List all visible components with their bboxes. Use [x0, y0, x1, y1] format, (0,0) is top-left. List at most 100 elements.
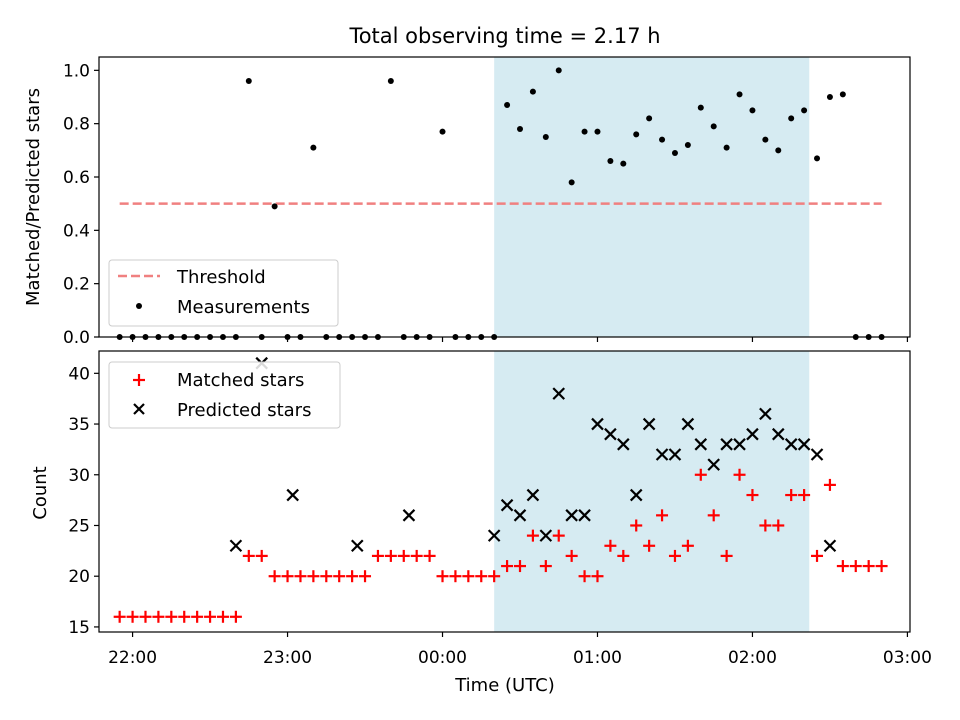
matched-stars-point [875, 560, 888, 573]
legend-matched-swatch [133, 374, 145, 386]
predicted-stars-point [565, 509, 578, 522]
legend-measurements-label: Measurements [177, 297, 310, 318]
y-tick-label: 0.4 [63, 221, 90, 241]
measurement-point [762, 136, 769, 143]
measurement-point [620, 160, 627, 167]
matched-stars-point [191, 610, 204, 623]
predicted-stars-point [759, 407, 772, 421]
measurement-point [529, 88, 536, 95]
matched-stars-point [798, 489, 811, 502]
matched-stars-point [139, 610, 152, 623]
matched-stars-point [449, 570, 462, 583]
predicted-stars-point [351, 539, 364, 553]
measurement-point [633, 131, 640, 138]
measurement-point [245, 78, 252, 84]
predicted-stars-point [746, 427, 759, 441]
measurement-point [697, 104, 704, 111]
measurement-point [542, 134, 549, 140]
predicted-stars-point [629, 488, 643, 502]
matched-stars-point [333, 570, 346, 583]
top-panel-marks [116, 67, 885, 340]
matched-stars-point [126, 610, 139, 623]
predicted-stars-point [500, 498, 514, 512]
measurement-point [736, 91, 743, 98]
matched-stars-point [733, 468, 746, 481]
y-tick-label: 0.2 [63, 275, 90, 295]
measurement-point [555, 67, 562, 74]
y-tick-label: 35 [68, 415, 90, 435]
matched-stars-point [152, 610, 165, 623]
predicted-stars-point [681, 417, 695, 431]
matched-stars-point [307, 570, 320, 583]
matched-stars-point [242, 549, 255, 562]
matched-stars-point [359, 570, 372, 583]
top-panel-legend: Threshold Measurements [108, 259, 339, 327]
x-tick-label: 01:00 [573, 648, 622, 668]
predicted-stars-point [539, 529, 553, 542]
bottom-panel-y-axis-label: Count [30, 466, 51, 519]
y-tick-label: 40 [68, 364, 90, 384]
measurement-point [775, 147, 782, 154]
measurement-point [310, 144, 317, 151]
measurement-point [271, 203, 278, 210]
matched-stars-point [294, 570, 307, 583]
matched-stars-point [204, 610, 217, 623]
predicted-stars-point [552, 387, 566, 400]
matched-stars-point [811, 549, 824, 562]
measurement-point [801, 107, 808, 114]
x-tick-label: 02:00 [728, 648, 777, 668]
matched-stars-point [501, 560, 514, 573]
measurement-point [671, 150, 678, 156]
matched-stars-point [681, 539, 694, 552]
matched-stars-point [746, 489, 759, 502]
predicted-stars-point [526, 488, 540, 502]
predicted-stars-point [591, 417, 604, 431]
matched-stars-point [759, 519, 772, 532]
matched-stars-point [346, 570, 359, 583]
predicted-stars-point [694, 438, 708, 451]
legend-threshold-label: Threshold [176, 267, 266, 288]
predicted-stars-point [771, 427, 785, 441]
matched-stars-point [423, 549, 436, 562]
top-panel-frame [98, 56, 911, 338]
top-panel: 0.0 0.2 0.4 0.6 0.8 1.0 Matched/Predicted sta… [23, 56, 911, 348]
bottom-panel-highlight-span [494, 351, 810, 632]
measurement-point [607, 158, 614, 164]
matched-stars-point [707, 509, 720, 522]
predicted-stars-point [797, 438, 811, 451]
y-tick-label: 1.0 [63, 61, 90, 81]
predicted-stars-point [402, 509, 416, 522]
predicted-stars-point [784, 438, 798, 451]
top-panel-y-axis-label: Matched/Predicted stars [23, 88, 44, 306]
matched-stars-point [668, 549, 681, 562]
matched-stars-point [488, 570, 501, 583]
predicted-stars-point [229, 539, 243, 553]
x-tick-label: 23:00 [263, 648, 312, 668]
matched-stars-point [436, 570, 449, 583]
predicted-stars-point [655, 448, 669, 461]
x-tick-label: 00:00 [418, 648, 467, 668]
matched-stars-point [604, 539, 617, 552]
matched-stars-point [397, 549, 410, 562]
measurement-point [710, 123, 717, 130]
bottom-panel-frame [98, 350, 911, 633]
bottom-panel: 15 20 25 30 35 40 22:00 23:00 00:00 01:00 02:00 03… [30, 350, 932, 696]
measurement-point [749, 107, 756, 114]
measurement-point [439, 128, 446, 135]
matched-stars-point [836, 560, 849, 573]
matched-stars-point [165, 610, 178, 623]
predicted-stars-point [604, 427, 617, 441]
matched-stars-point [320, 570, 333, 583]
measurement-point [594, 128, 601, 135]
measurement-point [504, 102, 511, 108]
predicted-stars-point [617, 438, 630, 451]
bottom-panel-legend: Matched stars Predicted stars [108, 361, 341, 429]
matched-stars-point [656, 509, 669, 522]
matched-stars-point [539, 560, 552, 573]
matched-stars-point [384, 549, 397, 562]
legend-box [108, 259, 339, 327]
matched-stars-point [216, 610, 229, 623]
matched-stars-point [785, 489, 798, 502]
matched-stars-point [178, 610, 191, 623]
